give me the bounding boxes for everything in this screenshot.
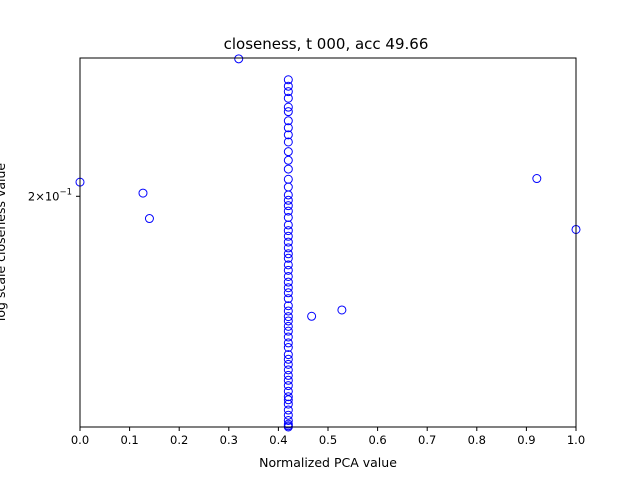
data-point [283, 93, 293, 103]
data-point [283, 350, 293, 360]
data-point [283, 405, 293, 415]
data-point [283, 381, 293, 391]
data-point [283, 130, 293, 140]
data-point [283, 283, 293, 293]
data-point [283, 332, 293, 342]
data-point [283, 123, 293, 133]
x-tick-label: 0.0 [71, 433, 89, 447]
data-point [283, 415, 293, 425]
data-point [283, 249, 293, 259]
data-point [283, 75, 293, 85]
y-axis: 2×10−1 [28, 187, 80, 203]
data-point [283, 220, 293, 230]
data-point [283, 155, 293, 165]
data-point [283, 206, 293, 216]
data-point [283, 294, 293, 304]
data-point [283, 201, 293, 211]
data-point [283, 392, 293, 402]
x-tick-label: 0.7 [418, 433, 436, 447]
x-tick-label: 0.8 [468, 433, 486, 447]
data-point [532, 174, 542, 184]
data-point [283, 277, 293, 287]
data-point [283, 326, 293, 336]
x-tick-label: 0.3 [220, 433, 238, 447]
data-points [75, 54, 581, 432]
data-point [283, 195, 293, 205]
x-tick-label: 0.1 [120, 433, 138, 447]
data-point [283, 81, 293, 91]
data-point [283, 395, 293, 405]
x-axis: 0.0 0.1 0.2 0.3 0.4 0.5 0.6 0.7 0.8 0.9 1.0 [71, 427, 585, 447]
x-tick-label: 0.2 [170, 433, 188, 447]
data-point [234, 54, 244, 64]
data-point [283, 338, 293, 348]
y-tick-label: 2×10−1 [28, 187, 72, 203]
x-tick-label: 0.4 [269, 433, 287, 447]
data-point [283, 107, 293, 117]
data-point [283, 226, 293, 236]
data-point [307, 311, 317, 321]
data-point [283, 288, 293, 298]
data-point [283, 87, 293, 97]
data-point [283, 190, 293, 200]
data-point [283, 354, 293, 364]
data-point [283, 102, 293, 112]
data-point [283, 237, 293, 247]
chart-title: closeness, t 000, acc 49.66 [224, 35, 429, 53]
x-tick-label: 1.0 [567, 433, 585, 447]
data-point [283, 306, 293, 316]
data-point [283, 410, 293, 420]
data-point [144, 214, 154, 224]
data-point [283, 271, 293, 281]
data-point [337, 305, 347, 315]
data-point [283, 375, 293, 385]
data-point [283, 164, 293, 174]
x-tick-label: 0.5 [319, 433, 337, 447]
data-point [283, 370, 293, 380]
y-axis-label: log scale closeness value [0, 163, 8, 321]
data-point [138, 188, 148, 198]
data-point [283, 321, 293, 331]
data-point [283, 253, 293, 263]
data-point [283, 386, 293, 396]
data-point [283, 147, 293, 157]
data-point [283, 265, 293, 275]
data-point [283, 365, 293, 375]
data-point [283, 359, 293, 369]
data-point [283, 316, 293, 326]
data-point [283, 116, 293, 126]
x-tick-label: 0.9 [517, 433, 535, 447]
data-point [283, 399, 293, 409]
data-point [283, 231, 293, 241]
data-point [283, 137, 293, 147]
data-point [283, 301, 293, 311]
data-point [283, 343, 293, 352]
data-point [283, 312, 293, 322]
data-point [283, 243, 293, 253]
x-axis-label: Normalized PCA value [259, 455, 397, 470]
x-tick-label: 0.6 [368, 433, 386, 447]
data-point [283, 260, 293, 270]
